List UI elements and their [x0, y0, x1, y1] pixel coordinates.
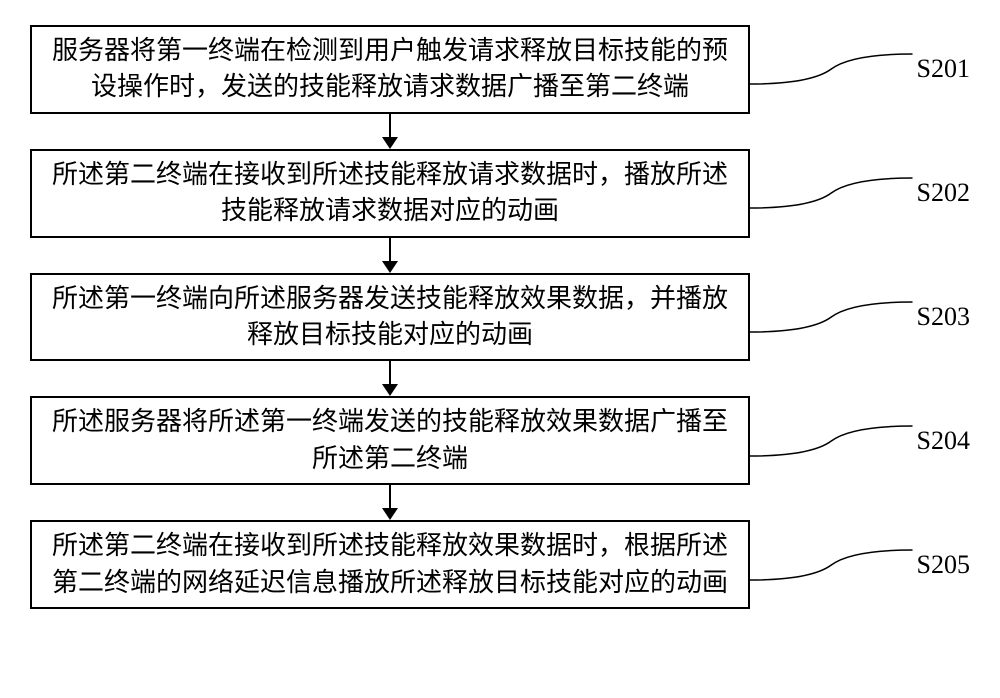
arrow-down-icon — [30, 238, 750, 273]
flow-step-box: 所述第一终端向所述服务器发送技能释放效果数据，并播放释放目标技能对应的动画 — [30, 273, 750, 362]
connector-curve — [750, 292, 913, 342]
step-label: S202 — [917, 178, 970, 208]
flow-step-box: 所述服务器将所述第一终端发送的技能释放效果数据广播至所述第二终端 — [30, 396, 750, 485]
flow-step-box: 所述第二终端在接收到所述技能释放请求数据时，播放所述技能释放请求数据对应的动画 — [30, 149, 750, 238]
flowchart-container: 服务器将第一终端在检测到用户触发请求释放目标技能的预设操作时，发送的技能释放请求… — [30, 25, 970, 609]
step-label: S205 — [917, 550, 970, 580]
flow-step-box: 所述第二终端在接收到所述技能释放效果数据时，根据所述第二终端的网络延迟信息播放所… — [30, 520, 750, 609]
connector-curve — [750, 44, 913, 94]
step-label: S203 — [917, 302, 970, 332]
connector-curve — [750, 168, 913, 218]
flow-row: 所述第二终端在接收到所述技能释放效果数据时，根据所述第二终端的网络延迟信息播放所… — [30, 520, 970, 609]
flow-row: 所述第二终端在接收到所述技能释放请求数据时，播放所述技能释放请求数据对应的动画 … — [30, 149, 970, 238]
flow-row: 所述第一终端向所述服务器发送技能释放效果数据，并播放释放目标技能对应的动画 S2… — [30, 273, 970, 362]
connector-curve — [750, 416, 913, 466]
arrow-down-icon — [30, 361, 750, 396]
flow-row: 所述服务器将所述第一终端发送的技能释放效果数据广播至所述第二终端 S204 — [30, 396, 970, 485]
step-label: S204 — [917, 426, 970, 456]
flow-step-box: 服务器将第一终端在检测到用户触发请求释放目标技能的预设操作时，发送的技能释放请求… — [30, 25, 750, 114]
step-label: S201 — [917, 54, 970, 84]
arrow-down-icon — [30, 114, 750, 149]
connector-curve — [750, 540, 913, 590]
arrow-down-icon — [30, 485, 750, 520]
flow-row: 服务器将第一终端在检测到用户触发请求释放目标技能的预设操作时，发送的技能释放请求… — [30, 25, 970, 114]
